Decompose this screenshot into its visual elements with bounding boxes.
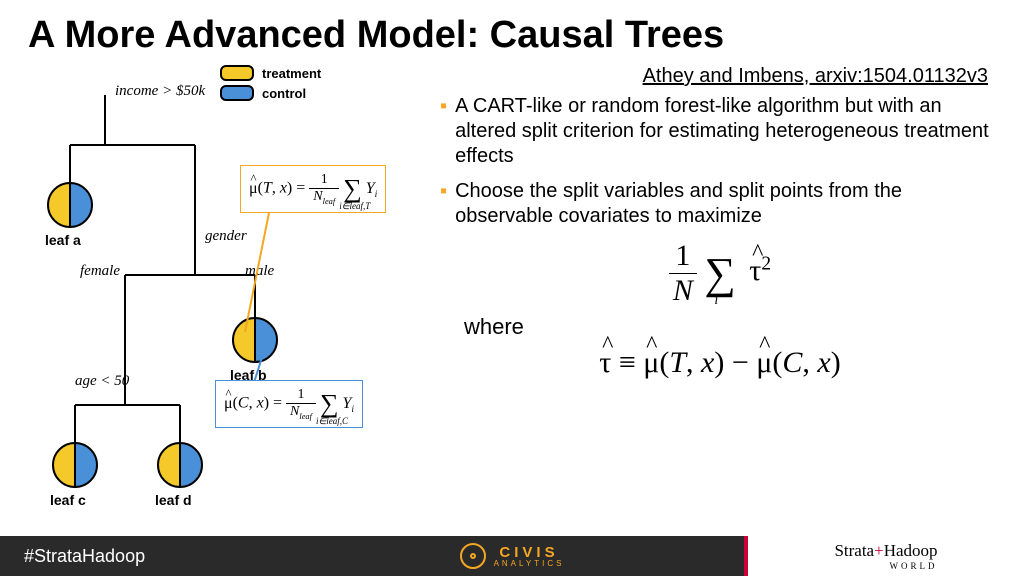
civis-circle-icon — [460, 543, 486, 569]
objective-formula: 1N ∑i τ2 — [440, 239, 1000, 308]
footer-bar: #StrataHadoop CIVIS ANALYTICS Strata+Had… — [0, 536, 1024, 576]
bullet-mark-icon: ▪ — [440, 94, 447, 169]
mu-hat: μ — [249, 180, 258, 197]
svg-text:leaf a: leaf a — [45, 232, 81, 248]
bullet-1: ▪ A CART-like or random forest-like algo… — [440, 94, 1000, 169]
footer-strata-logo: Strata+Hadoop WORLD — [744, 536, 1024, 576]
svg-text:male: male — [245, 263, 275, 279]
footer-civis-logo: CIVIS ANALYTICS — [280, 543, 744, 569]
svg-text:leaf c: leaf c — [50, 492, 86, 508]
strata-text: Strata — [834, 541, 874, 560]
svg-text:income > $50k: income > $50k — [115, 83, 205, 99]
tree-diagram: treatment control leaf aleaf bleaf cleaf… — [20, 65, 430, 545]
svg-text:gender: gender — [205, 228, 247, 244]
bullet-mark-icon: ▪ — [440, 179, 447, 229]
svg-text:age < 50: age < 50 — [75, 373, 130, 389]
bullet-2: ▪ Choose the split variables and split p… — [440, 179, 1000, 229]
content-area: treatment control leaf aleaf bleaf cleaf… — [0, 65, 1024, 545]
footer-hashtag: #StrataHadoop — [0, 546, 280, 567]
civis-sub: ANALYTICS — [494, 559, 565, 568]
formula-treatment-box: μ(T, x) = 1Nleaf ∑i∈leaf,T Yi — [240, 165, 386, 213]
world-text: WORLD — [834, 561, 937, 571]
tree-svg: leaf aleaf bleaf cleaf d income > $50kge… — [20, 65, 440, 525]
reference-link[interactable]: Athey and Imbens, arxiv:1504.01132v3 — [440, 65, 1000, 88]
mu-hat: μ — [224, 395, 233, 412]
tau-definition: τ ≡ μ(T, x) − μ(C, x) — [440, 346, 1000, 380]
svg-text:female: female — [80, 263, 120, 279]
svg-text:leaf d: leaf d — [155, 492, 192, 508]
formula-control-box: μ(C, x) = 1Nleaf ∑i∈leaf,C Yi — [215, 380, 363, 428]
bullet-2-text: Choose the split variables and split poi… — [455, 179, 1000, 229]
bullet-1-text: A CART-like or random forest-like algori… — [455, 94, 1000, 169]
where-label: where — [464, 314, 1000, 340]
hadoop-text: Hadoop — [884, 541, 938, 560]
slide-title: A More Advanced Model: Causal Trees — [0, 0, 1024, 65]
right-column: Athey and Imbens, arxiv:1504.01132v3 ▪ A… — [440, 65, 1000, 380]
